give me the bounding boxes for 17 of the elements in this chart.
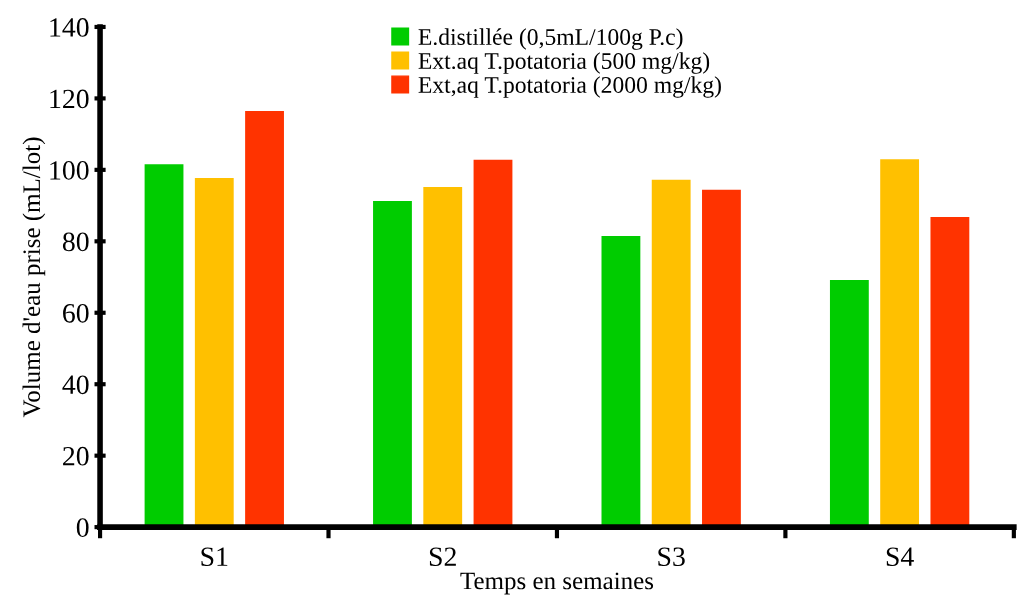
x-axis-title: Temps en semaines xyxy=(460,572,654,595)
y-tick-label: 140 xyxy=(50,18,89,37)
y-axis-title: Volume d'eau prise (mL/lot) xyxy=(22,137,46,418)
y-tick-label: 120 xyxy=(50,89,89,109)
legend-label: Ext.aq T.potatoria (500 mg/kg) xyxy=(418,52,710,74)
x-tick-label: S2 xyxy=(429,547,456,567)
x-tick-label: S1 xyxy=(201,547,228,567)
y-tick-label: 40 xyxy=(62,375,89,395)
x-tick-label: S4 xyxy=(886,547,914,567)
y-tick-label: 80 xyxy=(62,232,89,252)
y-tick-label: 100 xyxy=(50,161,89,180)
y-tick-label: 20 xyxy=(63,446,89,466)
x-tick-label: S3 xyxy=(658,547,685,567)
legend-label: E.distillée (0,5mL/100g P.c) xyxy=(418,28,683,50)
y-tick-label: 60 xyxy=(63,303,89,323)
legend-label: Ext,aq T.potatoria (2000 mg/kg) xyxy=(418,76,721,98)
y-tick-label: 0 xyxy=(76,518,89,538)
